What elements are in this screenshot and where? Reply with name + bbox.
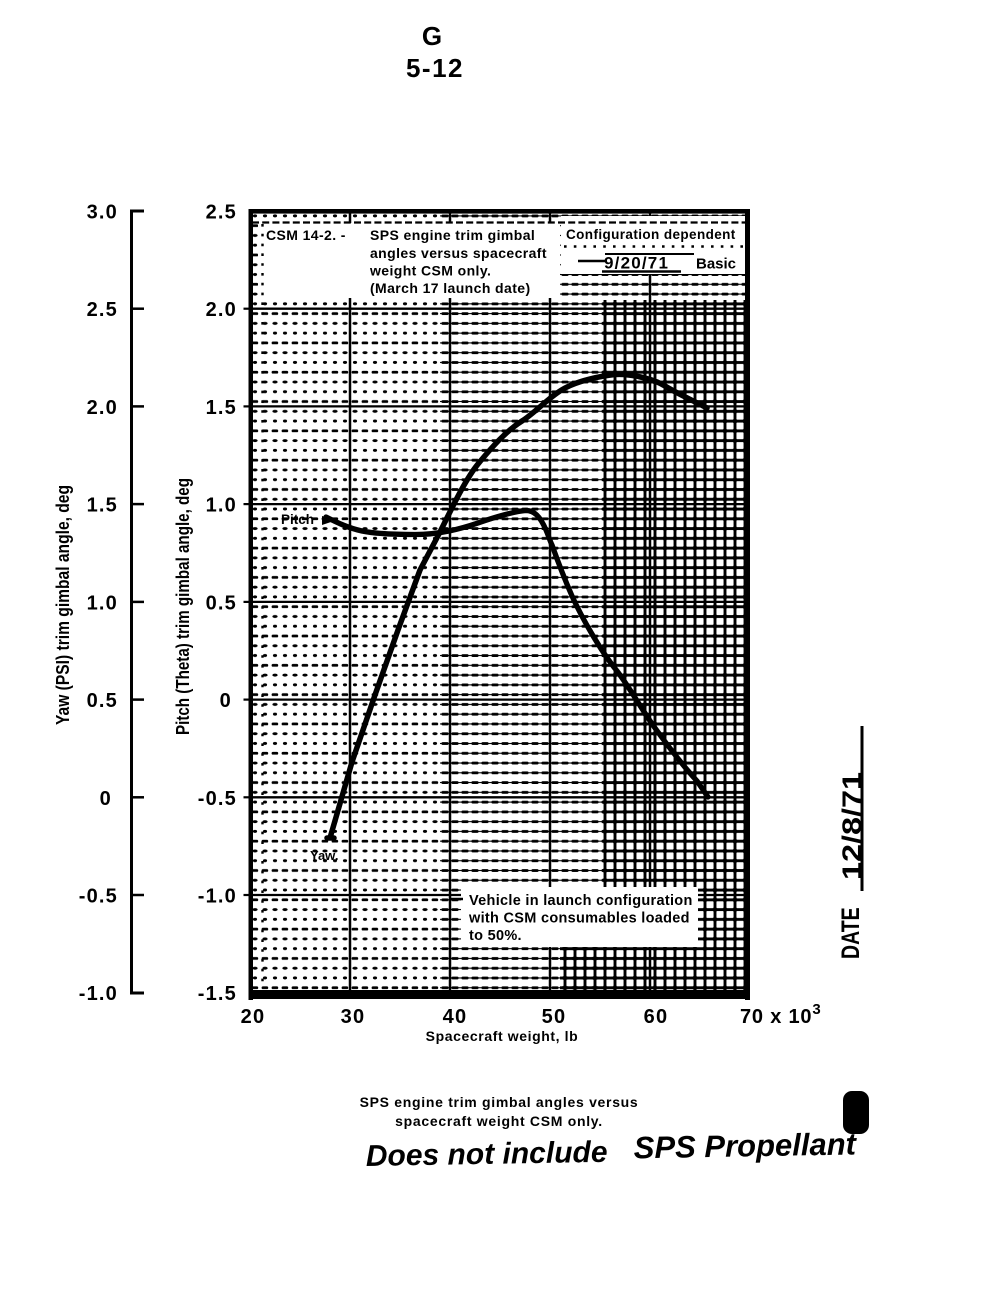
svg-text:70 x 103: 70 x 103: [740, 1001, 822, 1028]
svg-text:0.5: 0.5: [206, 592, 237, 614]
svg-text:Configuration dependent: Configuration dependent: [566, 227, 736, 242]
svg-text:Pitch: Pitch: [281, 512, 314, 527]
svg-text:Yaw.: Yaw.: [310, 848, 338, 863]
svg-text:9/20/71: 9/20/71: [604, 254, 669, 273]
svg-text:to 50%.: to 50%.: [469, 928, 522, 944]
svg-text:1.0: 1.0: [87, 592, 118, 614]
svg-text:0: 0: [100, 788, 112, 810]
svg-text:0.5: 0.5: [87, 690, 118, 712]
svg-text:(March 17 launch date): (March 17 launch date): [370, 280, 531, 296]
svg-text:1.5: 1.5: [206, 397, 237, 419]
svg-text:1.0: 1.0: [206, 495, 237, 517]
svg-text:2.0: 2.0: [206, 299, 237, 321]
svg-text:DATE: DATE: [837, 907, 865, 959]
svg-text:Does not include: Does not include: [366, 1136, 608, 1173]
svg-text:-1.0: -1.0: [79, 983, 118, 1005]
svg-text:weight CSM only.: weight CSM only.: [369, 263, 491, 279]
svg-text:5-12: 5-12: [406, 53, 464, 83]
svg-text:20: 20: [241, 1006, 266, 1028]
svg-text:-1.0: -1.0: [198, 886, 237, 908]
svg-text:-1.5: -1.5: [198, 983, 237, 1005]
svg-text:SPS engine trim gimbal angles: SPS engine trim gimbal angles versus: [360, 1094, 639, 1110]
svg-text:-0.5: -0.5: [79, 886, 118, 908]
svg-text:G: G: [422, 21, 442, 51]
svg-text:3.0: 3.0: [87, 202, 118, 224]
svg-text:Yaw (PSI) trim gimbal angle, d: Yaw (PSI) trim gimbal angle, deg: [53, 485, 73, 725]
svg-text:SPS Propellant: SPS Propellant: [633, 1126, 857, 1165]
svg-text:2.5: 2.5: [206, 202, 237, 224]
svg-text:60: 60: [644, 1006, 669, 1028]
svg-text:CSM 14-2. -: CSM 14-2. -: [266, 227, 346, 243]
svg-text:0: 0: [220, 690, 232, 712]
svg-text:12/8/71: 12/8/71: [837, 772, 867, 880]
svg-text:spacecraft weight CSM only.: spacecraft weight CSM only.: [395, 1113, 603, 1129]
svg-text:2.5: 2.5: [87, 299, 118, 321]
svg-text:40: 40: [443, 1006, 468, 1028]
svg-text:angles versus spacecraft: angles versus spacecraft: [370, 245, 547, 261]
svg-text:1.5: 1.5: [87, 495, 118, 517]
svg-text:Vehicle in launch configuratio: Vehicle in launch configuration: [469, 893, 693, 909]
svg-text:30: 30: [341, 1006, 366, 1028]
svg-text:50: 50: [542, 1006, 567, 1028]
svg-text:with CSM consumables loaded: with CSM consumables loaded: [468, 911, 690, 927]
svg-text:SPS engine trim gimbal: SPS engine trim gimbal: [370, 227, 535, 243]
svg-text:Spacecraft weight, lb: Spacecraft weight, lb: [426, 1028, 579, 1044]
svg-text:2.0: 2.0: [87, 397, 118, 419]
svg-text:-0.5: -0.5: [198, 788, 237, 810]
svg-text:Basic: Basic: [696, 256, 736, 273]
svg-text:Pitch (Theta) trim gimbal angl: Pitch (Theta) trim gimbal angle, deg: [173, 478, 193, 735]
